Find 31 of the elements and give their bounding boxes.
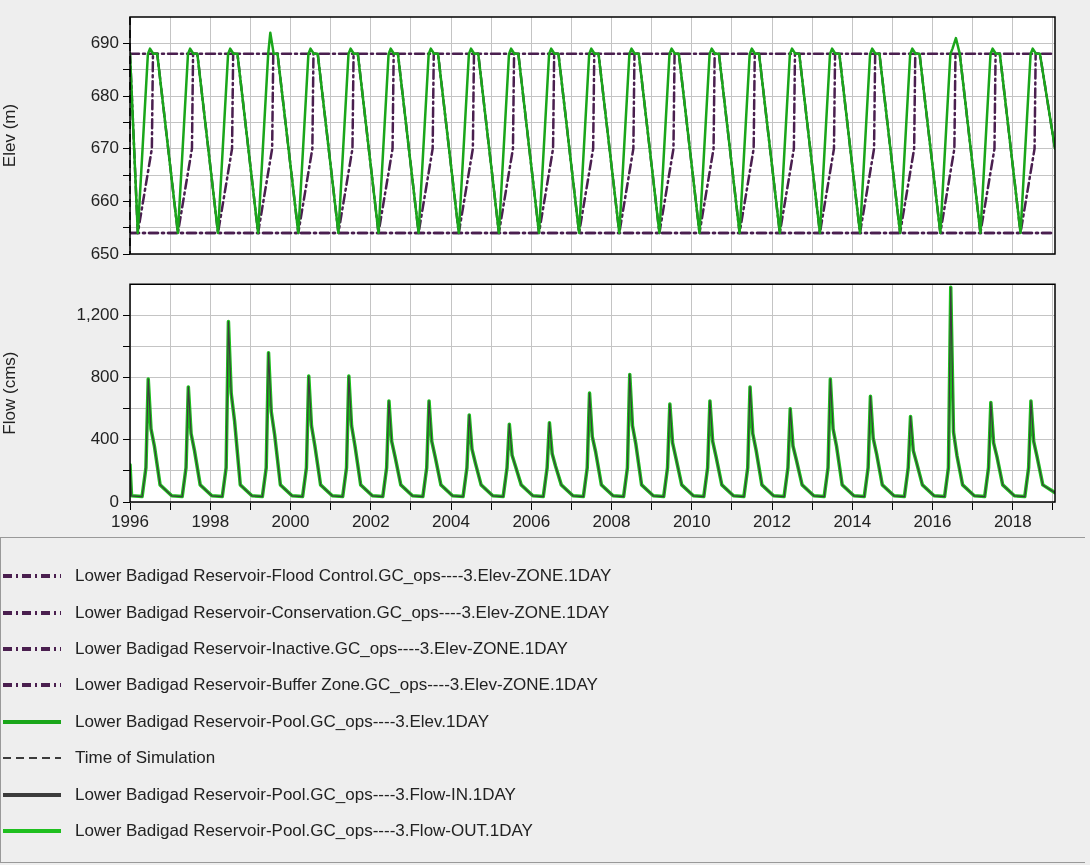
x-tick-label: 2008: [592, 511, 631, 531]
y-tick-label: 650: [90, 243, 119, 263]
y-tick-label: 680: [90, 85, 119, 105]
x-tick-label: 2006: [512, 511, 551, 531]
x-tick-label: 2010: [672, 511, 711, 531]
y-tick-label: 690: [90, 33, 119, 53]
legend-label: Lower Badigad Reservoir-Flood Control.GC_ops----3.Elev-ZONE.1DAY: [75, 566, 612, 587]
x-tick-label: 2018: [993, 511, 1032, 531]
legend-label: Lower Badigad Reservoir-Buffer Zone.GC_ops----3.Elev-ZONE.1DAY: [75, 675, 598, 696]
y-tick-label: 400: [90, 429, 119, 449]
x-tick-label: 2014: [833, 511, 872, 531]
x-tick-label: 2000: [271, 511, 310, 531]
legend-label: Lower Badigad Reservoir-Pool.GC_ops----3.Flow-OUT.1DAY: [75, 820, 533, 841]
x-tick-label: 2016: [913, 511, 952, 531]
x-tick-label: 1998: [191, 511, 230, 531]
x-tick-label: 2004: [432, 511, 470, 531]
x-tick-label: 2012: [753, 511, 791, 531]
legend-label: Lower Badigad Reservoir-Pool.GC_ops----3.Flow-IN.1DAY: [75, 784, 516, 805]
y-tick-label: 0: [109, 491, 119, 511]
y-tick-label: 800: [90, 367, 119, 387]
y-tick-label: 1,200: [76, 305, 119, 324]
y-axis-title: Elev (m): [0, 103, 19, 168]
y-axis-title: Flow (cms): [0, 351, 19, 435]
x-tick-label: 2002: [351, 511, 390, 531]
legend-label: Lower Badigad Reservoir-Conservation.GC_ops----3.Elev-ZONE.1DAY: [75, 602, 610, 623]
y-tick-label: 670: [90, 138, 119, 158]
y-tick-label: 660: [90, 191, 119, 211]
legend-label: Lower Badigad Reservoir-Pool.GC_ops----3.Elev.1DAY: [75, 711, 490, 732]
legend-label: Lower Badigad Reservoir-Inactive.GC_ops----3.Elev-ZONE.1DAY: [75, 638, 568, 659]
legend-label: Time of Simulation: [75, 748, 216, 769]
x-tick-label: 1996: [111, 511, 149, 531]
